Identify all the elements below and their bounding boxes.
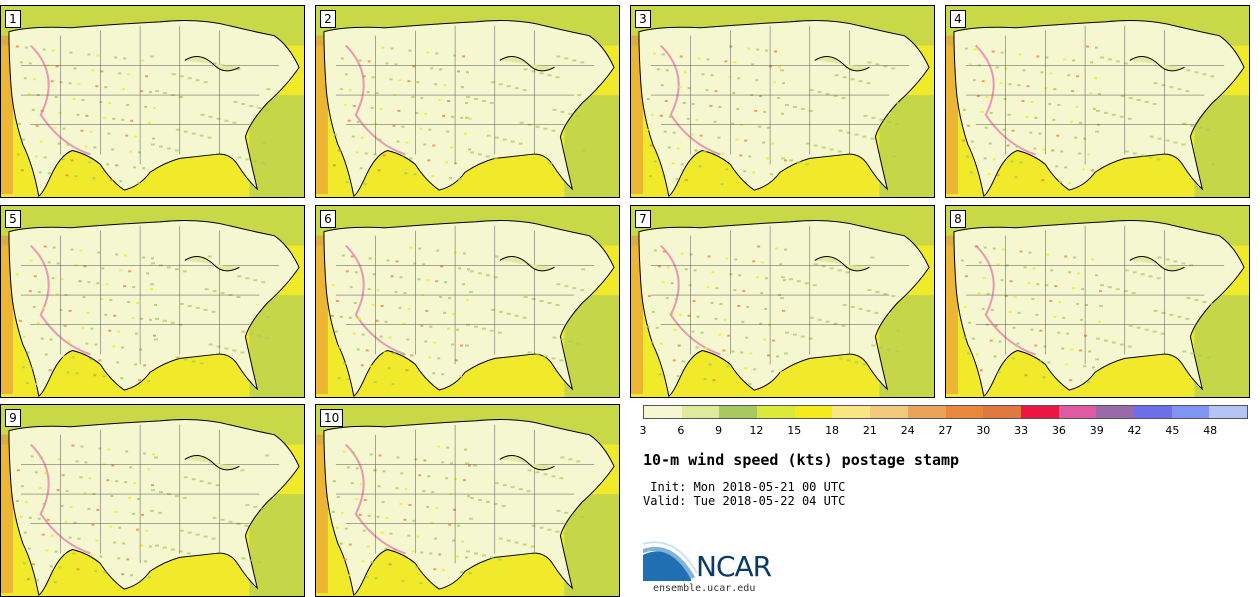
colorbar-segment: [681, 406, 720, 418]
colorbar-tick-label: 18: [825, 424, 840, 437]
colorbar-tick-label: 3: [639, 424, 647, 437]
colorbar-tick-label: 27: [938, 424, 953, 437]
colorbar-segment: [644, 406, 682, 418]
colorbar-segment: [1096, 406, 1134, 418]
panel-number-label: 9: [5, 409, 21, 427]
colorbar: [643, 405, 1248, 419]
valid-time: Valid: Tue 2018-05-22 04 UTC: [643, 494, 846, 508]
colorbar-segment: [1058, 406, 1097, 418]
colorbar-segment: [945, 406, 984, 418]
colorbar-segment: [983, 406, 1021, 418]
map-panel: 7: [630, 205, 935, 398]
colorbar-segment: [1133, 406, 1172, 418]
map-panel: 2: [315, 5, 620, 198]
colorbar-segment: [1171, 406, 1210, 418]
colorbar-tick-label: 9: [715, 424, 723, 437]
colorbar-tick-label: 33: [1014, 424, 1029, 437]
colorbar-segment: [1209, 406, 1247, 418]
panel-number-label: 4: [950, 10, 966, 28]
map-panel: 8: [945, 205, 1250, 398]
panel-number-label: 2: [320, 10, 336, 28]
map-panel: 4: [945, 5, 1250, 198]
panel-number-label: 5: [5, 210, 21, 228]
colorbar-segment: [794, 406, 833, 418]
colorbar-tick-label: 24: [900, 424, 915, 437]
figure-title: 10-m wind speed (kts) postage stamp: [643, 451, 960, 469]
colorbar-ticks: 3 6 9 12 15 18 21 24 27 30 33 36 39 42 45 48: [639, 424, 1248, 438]
colorbar-tick-label: 15: [787, 424, 802, 437]
colorbar-tick-label: 39: [1089, 424, 1104, 437]
colorbar-segment: [870, 406, 908, 418]
panel-number-label: 8: [950, 210, 966, 228]
colorbar-tick-label: 45: [1165, 424, 1180, 437]
map-panel: 5: [0, 205, 305, 398]
panel-number-label: 3: [635, 10, 651, 28]
panel-number-label: 7: [635, 210, 651, 228]
init-time: Init: Mon 2018-05-21 00 UTC: [643, 480, 846, 494]
panel-number-label: 10: [320, 409, 344, 427]
map-panel: 6: [315, 205, 620, 398]
map-panel: 9: [0, 404, 305, 597]
colorbar-segment: [719, 406, 758, 418]
colorbar-segment: [757, 406, 795, 418]
colorbar-tick-label: 42: [1127, 424, 1142, 437]
colorbar-segment: [907, 406, 946, 418]
map-panel: 10: [315, 404, 620, 597]
site-url: ensemble.ucar.edu: [653, 583, 756, 594]
ncar-logo-icon: [643, 541, 698, 581]
colorbar-segment: [832, 406, 871, 418]
colorbar-tick-label: 12: [749, 424, 764, 437]
colorbar-tick-label: 21: [862, 424, 877, 437]
logo-wordmark: NCAR: [696, 550, 772, 583]
colorbar-tick-label: 48: [1203, 424, 1218, 437]
colorbar-tick-label: 36: [1051, 424, 1066, 437]
panel-number-label: 1: [5, 10, 21, 28]
panel-number-label: 6: [320, 210, 336, 228]
colorbar-tick-label: 6: [677, 424, 685, 437]
colorbar-segment: [1020, 406, 1059, 418]
map-panel: 3: [630, 5, 935, 198]
colorbar-tick-label: 30: [976, 424, 991, 437]
map-panel: 1: [0, 5, 305, 198]
